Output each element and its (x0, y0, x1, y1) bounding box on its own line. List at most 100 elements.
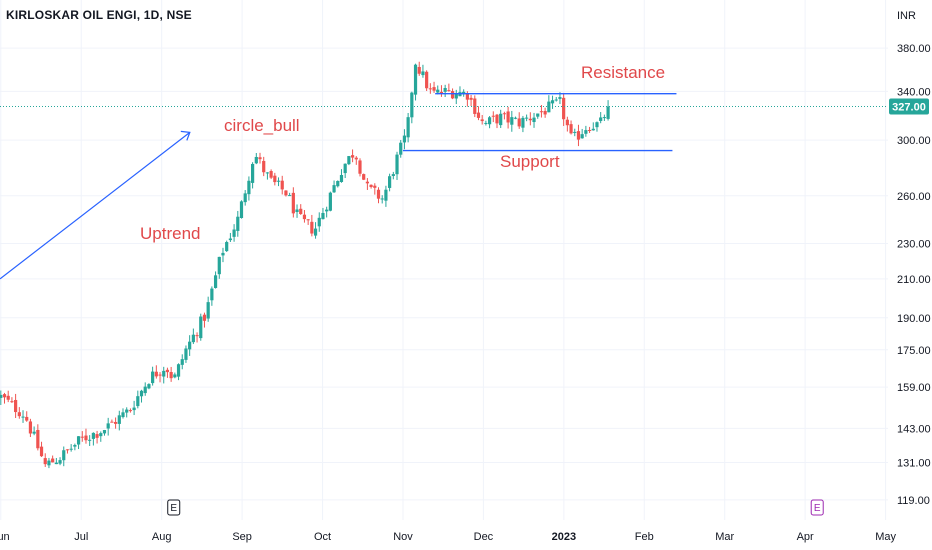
y-tick-label: 210.00 (897, 274, 931, 286)
y-tick-label: 131.00 (897, 457, 931, 469)
candle-body (306, 219, 310, 221)
candle-body (595, 122, 599, 128)
annotation-support: Support (500, 152, 560, 171)
y-tick-label: 190.00 (897, 313, 931, 325)
candle-body (265, 172, 270, 174)
candle-body (391, 174, 395, 177)
candle-body (54, 462, 58, 465)
candle-body (10, 401, 14, 403)
candle-body (188, 341, 192, 350)
candle-body (236, 216, 240, 231)
candle-body (362, 174, 366, 180)
chart-title: KIRLOSKAR OIL ENGI, 1D, NSE (6, 8, 192, 22)
candle-body (6, 395, 10, 400)
candle-body (606, 106, 610, 119)
candle-body (428, 88, 432, 90)
candle-body (369, 184, 373, 188)
x-tick-label: May (875, 531, 896, 543)
candle-body (317, 217, 321, 227)
candle-body (239, 201, 244, 219)
candle-body (510, 117, 514, 125)
candle-body (217, 256, 221, 275)
candle-body (399, 142, 403, 155)
candle-body (39, 446, 44, 457)
candle-body (258, 157, 262, 160)
x-tick-label: Nov (393, 531, 413, 543)
earnings-marker-label: E (814, 503, 821, 514)
candle-body (243, 193, 247, 203)
candle-body (328, 192, 332, 211)
y-tick-label: 300.00 (897, 135, 931, 147)
x-tick-label: Mar (715, 531, 734, 543)
candle-body (558, 97, 562, 99)
candle-body (513, 117, 518, 119)
earnings-marker[interactable] (810, 499, 824, 516)
candle-layer (0, 61, 610, 469)
candle-body (80, 436, 84, 438)
candle-body (139, 390, 144, 397)
earnings-marker-label: E (170, 503, 177, 514)
candle-body (465, 93, 469, 100)
candle-body (106, 423, 110, 429)
x-tick-label: Sep (232, 531, 252, 543)
x-tick-label: Feb (635, 531, 654, 543)
candle-body (573, 131, 577, 133)
candle-body (447, 90, 451, 92)
candle-body (251, 163, 255, 183)
candle-body (143, 386, 147, 394)
annotation-uptrend: Uptrend (140, 224, 201, 243)
candle-body (254, 156, 258, 164)
candle-body (584, 130, 588, 134)
earnings-marker[interactable] (167, 499, 181, 516)
candle-body (169, 372, 173, 379)
candle-body (276, 180, 281, 182)
x-tick-label: Jul (74, 531, 88, 543)
candle-body (587, 129, 592, 131)
candle-body (576, 131, 581, 140)
candle-body (206, 302, 210, 319)
candle-body (532, 117, 536, 123)
candle-body (450, 91, 455, 99)
candle-body (591, 128, 595, 131)
candle-body (69, 448, 73, 450)
candle-body (47, 460, 51, 466)
candle-body (28, 421, 33, 434)
candle-body (288, 195, 292, 197)
trendline[interactable] (0, 131, 191, 280)
candle-body (199, 316, 203, 339)
candle-body (506, 111, 510, 123)
candle-body (202, 314, 207, 321)
candle-body (262, 160, 266, 173)
y-tick-label: 143.00 (897, 423, 931, 435)
candle-body (339, 174, 344, 183)
candle-body (299, 208, 303, 214)
candle-body (132, 407, 136, 411)
candle-body (350, 155, 355, 158)
candle-body (417, 66, 421, 74)
candle-body (113, 421, 118, 424)
candle-body (495, 114, 499, 124)
candle-body (302, 214, 307, 220)
y-tick-label: 380.00 (897, 43, 931, 55)
axis-layer: 119.00 131.00 143.00 159.00 175.00 190.00 210.… (0, 10, 931, 543)
candle-body (213, 275, 218, 288)
candle-body (325, 209, 329, 212)
candle-body (410, 92, 414, 118)
candle-body (499, 113, 503, 126)
candle-body (569, 124, 573, 134)
price-tag (889, 98, 929, 115)
x-tick-label: Oct (314, 531, 331, 543)
candle-body (0, 394, 3, 398)
candle-body (2, 394, 7, 398)
candle-body (88, 439, 92, 441)
candle-body (402, 135, 407, 143)
y-tick-label: 340.00 (897, 86, 931, 98)
candle-body (58, 460, 62, 464)
candle-body (121, 412, 125, 418)
candle-body (550, 100, 555, 104)
candle-body (95, 434, 99, 438)
candle-body (554, 99, 558, 101)
candle-body (347, 156, 351, 165)
